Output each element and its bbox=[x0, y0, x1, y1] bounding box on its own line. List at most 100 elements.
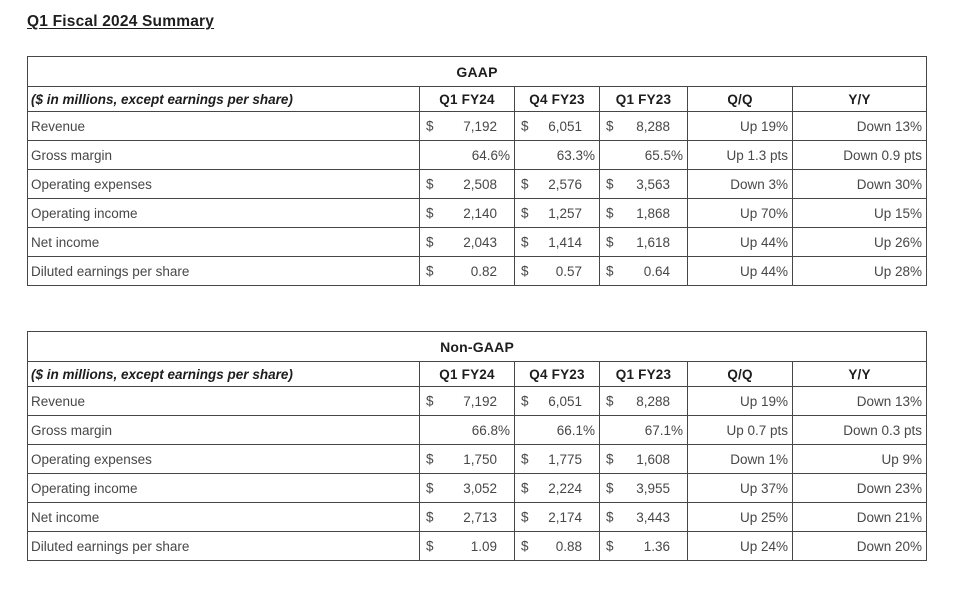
currency-symbol: $ bbox=[426, 234, 434, 250]
money-cell: $1,257 bbox=[514, 198, 600, 228]
amount: 6,051 bbox=[548, 118, 582, 134]
table-label-header: ($ in millions, except earnings per shar… bbox=[27, 361, 420, 387]
change-cell: Up 28% bbox=[792, 256, 927, 286]
amount: 1,257 bbox=[548, 205, 582, 221]
table-row: Revenue $7,192 $6,051 $8,288 Up 19% Down 13% bbox=[27, 111, 927, 141]
row-label: Revenue bbox=[27, 386, 420, 416]
column-header: Q1 FY24 bbox=[419, 86, 515, 112]
change-cell: Up 0.7 pts bbox=[687, 415, 793, 445]
currency-symbol: $ bbox=[426, 118, 434, 134]
non-gaap-table: Non-GAAP ($ in millions, except earnings … bbox=[26, 331, 928, 561]
column-header: Q/Q bbox=[687, 86, 793, 112]
currency-symbol: $ bbox=[606, 509, 614, 525]
table-row: Gross margin 64.6% 63.3% 65.5% Up 1.3 pts Dow… bbox=[27, 140, 927, 170]
currency-symbol: $ bbox=[606, 205, 614, 221]
currency-symbol: $ bbox=[521, 509, 529, 525]
currency-symbol: $ bbox=[521, 451, 529, 467]
row-label: Net income bbox=[27, 227, 420, 257]
currency-symbol: $ bbox=[426, 176, 434, 192]
amount: 0.64 bbox=[643, 263, 670, 279]
money-cell: $2,174 bbox=[514, 502, 600, 532]
amount: 8,288 bbox=[636, 393, 670, 409]
change-cell: Up 15% bbox=[792, 198, 927, 228]
page: Q1 Fiscal 2024 Summary GAAP ($ in million… bbox=[26, 13, 956, 561]
amount: 2,043 bbox=[463, 234, 497, 250]
amount: 1,868 bbox=[636, 205, 670, 221]
currency-symbol: $ bbox=[521, 263, 529, 279]
row-label: Revenue bbox=[27, 111, 420, 141]
money-cell: $6,051 bbox=[514, 111, 600, 141]
money-cell: $7,192 bbox=[419, 386, 515, 416]
table-label-header: ($ in millions, except earnings per shar… bbox=[27, 86, 420, 112]
table-row: Operating expenses $2,508 $2,576 $3,563 Down… bbox=[27, 169, 927, 199]
row-label: Operating income bbox=[27, 198, 420, 228]
money-cell: $2,140 bbox=[419, 198, 515, 228]
percent-cell: 66.1% bbox=[514, 415, 600, 445]
amount: 1,775 bbox=[548, 451, 582, 467]
money-cell: $2,576 bbox=[514, 169, 600, 199]
change-cell: Down 21% bbox=[791, 502, 928, 532]
gaap-table: GAAP ($ in millions, except earnings per … bbox=[27, 56, 927, 286]
currency-symbol: $ bbox=[521, 393, 529, 409]
percent-cell: 64.6% bbox=[419, 140, 515, 170]
table-gap bbox=[27, 286, 956, 331]
table-title: Non-GAAP bbox=[26, 331, 928, 362]
currency-symbol: $ bbox=[426, 451, 434, 467]
amount: 6,051 bbox=[548, 393, 582, 409]
amount: 3,443 bbox=[636, 509, 670, 525]
column-header: Q1 FY23 bbox=[599, 86, 688, 112]
money-cell: $1,618 bbox=[599, 227, 688, 257]
change-cell: Down 0.9 pts bbox=[792, 140, 927, 170]
money-cell: $3,052 bbox=[419, 473, 515, 503]
money-cell: $3,955 bbox=[599, 473, 688, 503]
currency-symbol: $ bbox=[426, 263, 434, 279]
amount: 7,192 bbox=[463, 393, 497, 409]
row-label: Operating expenses bbox=[27, 169, 420, 199]
change-cell: Up 19% bbox=[687, 386, 793, 416]
change-cell: Down 3% bbox=[687, 169, 793, 199]
table-row: Revenue $7,192 $6,051 $8,288 Up 19% Down 13% bbox=[27, 386, 928, 416]
column-header: Q/Q bbox=[687, 361, 793, 387]
percent-cell: 65.5% bbox=[599, 140, 688, 170]
change-cell: Up 26% bbox=[792, 227, 927, 257]
table-row: Operating expenses $1,750 $1,775 $1,608 Down… bbox=[27, 444, 928, 474]
currency-symbol: $ bbox=[606, 176, 614, 192]
percent-cell: 66.8% bbox=[419, 415, 515, 445]
amount: 2,224 bbox=[548, 480, 582, 496]
change-cell: Down 30% bbox=[792, 169, 927, 199]
column-header: Q1 FY23 bbox=[599, 361, 688, 387]
amount: 7,192 bbox=[463, 118, 497, 134]
amount: 1,750 bbox=[463, 451, 497, 467]
table-row: Diluted earnings per share $1.09 $0.88 $1.3… bbox=[27, 531, 928, 561]
money-cell: $2,043 bbox=[419, 227, 515, 257]
change-cell: Up 37% bbox=[687, 473, 793, 503]
column-header: Q1 FY24 bbox=[419, 361, 515, 387]
currency-symbol: $ bbox=[521, 538, 529, 554]
amount: 2,508 bbox=[463, 176, 497, 192]
change-cell: Up 44% bbox=[687, 256, 793, 286]
money-cell: $1,868 bbox=[599, 198, 688, 228]
currency-symbol: $ bbox=[426, 538, 434, 554]
row-label: Diluted earnings per share bbox=[27, 531, 420, 561]
currency-symbol: $ bbox=[606, 451, 614, 467]
change-cell: Up 70% bbox=[687, 198, 793, 228]
amount: 2,140 bbox=[463, 205, 497, 221]
change-cell: Down 20% bbox=[791, 531, 928, 561]
money-cell: $1,414 bbox=[514, 227, 600, 257]
percent-cell: 63.3% bbox=[514, 140, 600, 170]
change-cell: Down 1% bbox=[687, 444, 793, 474]
currency-symbol: $ bbox=[606, 263, 614, 279]
money-cell: $1,608 bbox=[599, 444, 688, 474]
amount: 2,576 bbox=[548, 176, 582, 192]
amount: 1,618 bbox=[636, 234, 670, 250]
table-row: Gross margin 66.8% 66.1% 67.1% Up 0.7 pts Dow… bbox=[27, 415, 928, 445]
money-cell: $1,750 bbox=[419, 444, 515, 474]
amount: 3,563 bbox=[636, 176, 670, 192]
change-cell: Down 23% bbox=[791, 473, 928, 503]
table-row: Net income $2,043 $1,414 $1,618 Up 44% Up 26% bbox=[27, 227, 927, 257]
amount: 8,288 bbox=[636, 118, 670, 134]
row-label: Operating expenses bbox=[27, 444, 420, 474]
money-cell: $3,563 bbox=[599, 169, 688, 199]
change-cell: Up 25% bbox=[687, 502, 793, 532]
money-cell: $6,051 bbox=[514, 386, 600, 416]
